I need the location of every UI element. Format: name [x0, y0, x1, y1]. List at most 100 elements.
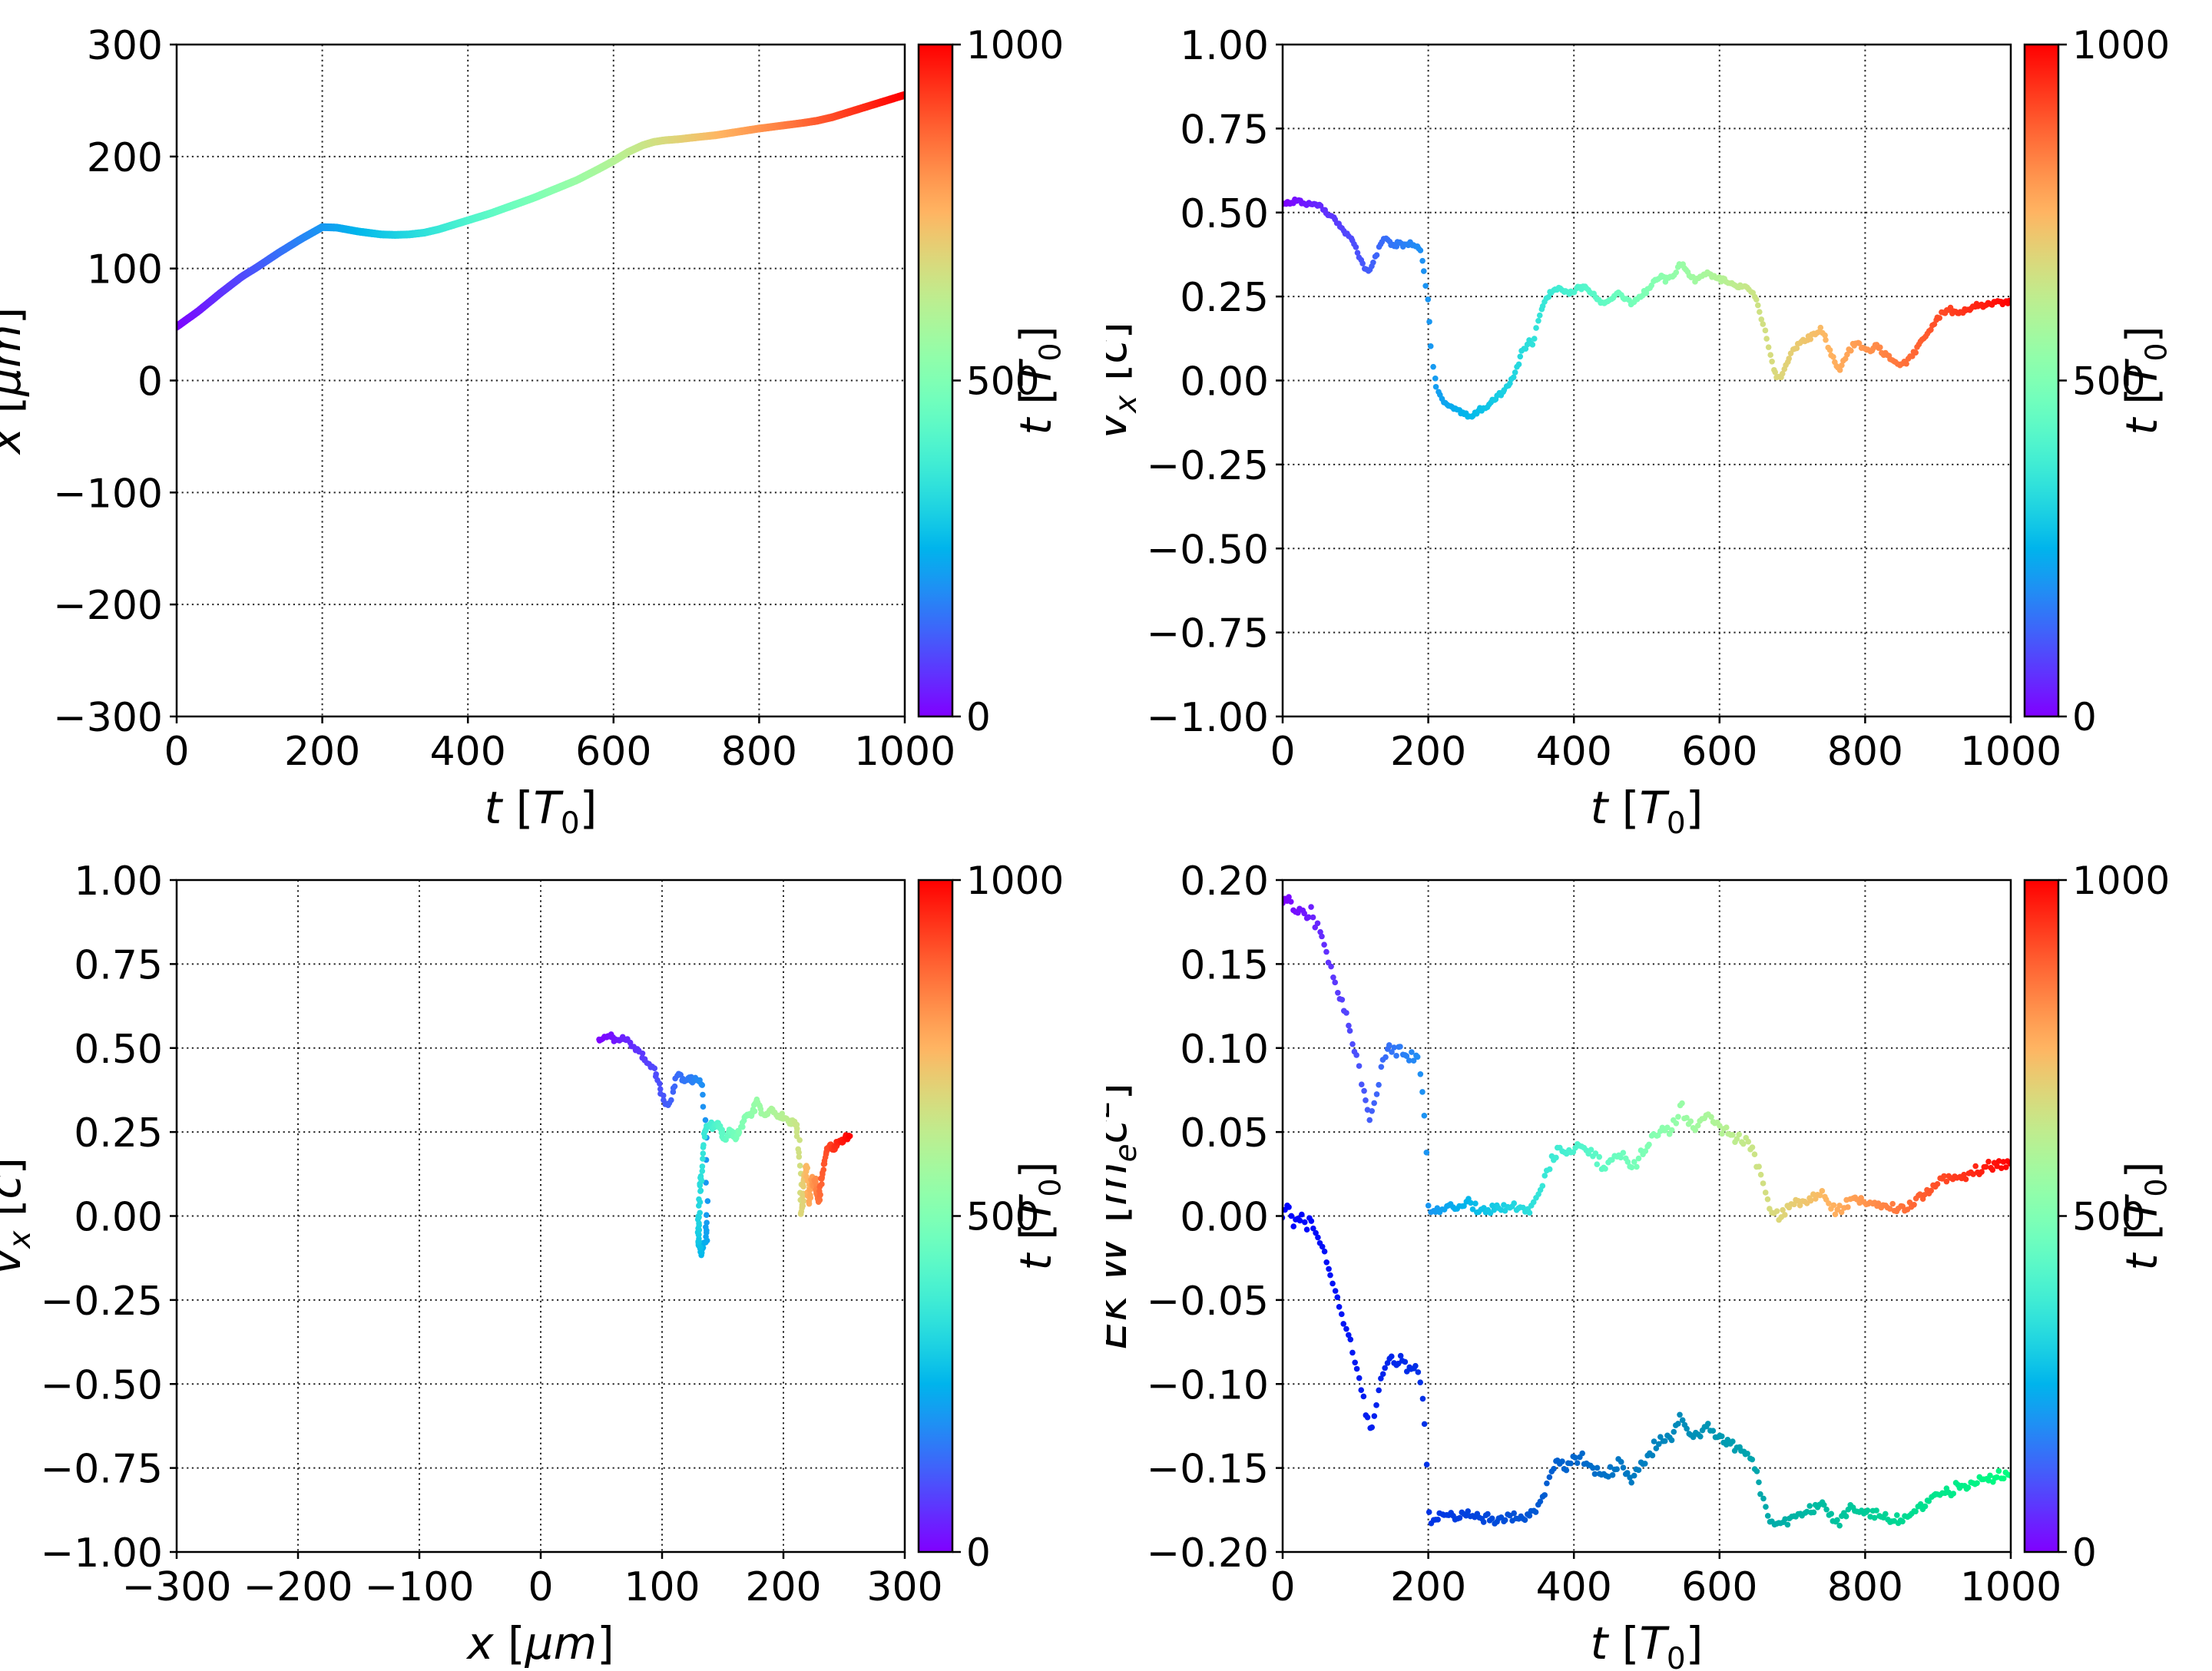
y-tick-label: −0.15: [1147, 1447, 1269, 1493]
x-tick-label: 300: [866, 1564, 942, 1610]
x-tick-label: 100: [624, 1564, 700, 1610]
x-tick-label: 800: [1827, 1564, 1903, 1610]
colorbar-tick-label: 0: [2072, 1530, 2097, 1575]
x-tick-label: 200: [745, 1564, 821, 1610]
data-points: [1283, 196, 2011, 420]
x-tick-label: 800: [1827, 729, 1903, 775]
subplot-x-vs-t: 0 200 400 600 800 10003002001000−100−200−300t…: [0, 23, 1067, 836]
y-tick-label: −0.75: [1147, 611, 1269, 657]
x-tick-label: −100: [365, 1564, 475, 1610]
y-tick-label: −0.50: [41, 1362, 163, 1408]
x-tick-label: 600: [1681, 729, 1757, 775]
colorbar: 0 500 1000: [2023, 859, 2170, 1575]
colorbar-tick-label: 0: [2072, 695, 2097, 740]
y-axis-label: vx [c]: [1106, 322, 1144, 439]
y-tick-labels: 1.00 0.75 0.50 0.25 0.00 −0.25 −0.50 −0.75 −1.00: [1147, 23, 1269, 741]
x-tick-label: 400: [1536, 729, 1612, 775]
colorbar-label: t [T0]: [2118, 1162, 2173, 1271]
x-axis-label: t [T0]: [1591, 782, 1704, 836]
y-tick-labels: 0.20 0.15 0.10 0.05 0.00 −0.05 −0.10 −0.15 −0.20: [1147, 859, 1269, 1577]
colorbar-tick-label: 500: [2072, 1195, 2145, 1239]
y-tick-label: 0.25: [74, 1110, 163, 1156]
x-tick-label: 0: [164, 729, 189, 775]
colorbar-label: t [T0]: [2118, 326, 2173, 435]
colorbar-tick-label: 1000: [966, 859, 1064, 903]
y-tick-label: 200: [87, 135, 163, 181]
x-axis-label: t [T0]: [1591, 1617, 1704, 1671]
y-tick-labels: 1.00 0.75 0.50 0.25 0.00 −0.25 −0.50 −0.75 −1.00: [41, 859, 163, 1577]
y-axis-label: x [μm]: [0, 307, 31, 455]
y-axis-label: Ek W [mec2]: [1106, 1083, 1144, 1349]
y-tick-label: 1.00: [74, 859, 163, 905]
subplot-vx-vs-t: 0 200 400 600 800 1000 1.00 0.75 0.50 0.25 0.00 −0.…: [1106, 23, 2173, 836]
y-tick-label: 1.00: [1180, 23, 1269, 69]
x-tick-label: 1000: [1960, 729, 2061, 775]
x-tick-label: 200: [284, 729, 360, 775]
x-tick-label: 1000: [854, 729, 955, 775]
x-axis-label: x [μm]: [465, 1617, 614, 1669]
axis-ticks: [1276, 879, 2012, 1559]
y-tick-label: 0.25: [1180, 275, 1269, 321]
x-tick-label: 1000: [1960, 1564, 2061, 1610]
axis-ticks: [170, 43, 906, 723]
x-tick-label: −200: [243, 1564, 353, 1610]
colorbar-tick-label: 500: [966, 1195, 1039, 1239]
x-tick-label: −300: [122, 1564, 232, 1610]
colorbar-tick-label: 500: [966, 359, 1039, 404]
y-tick-label: 0.75: [1180, 107, 1269, 153]
y-tick-label: −0.25: [1147, 443, 1269, 489]
x-tick-label: 0: [528, 1564, 553, 1610]
y-tick-label: −0.50: [1147, 527, 1269, 573]
y-tick-label: 0.50: [74, 1027, 163, 1073]
y-tick-label: −0.25: [41, 1279, 163, 1325]
grid: [177, 880, 905, 1552]
y-tick-label: 0.00: [1180, 1195, 1269, 1241]
x-axis-label: t [T0]: [485, 782, 598, 836]
x-tick-label: 600: [575, 729, 651, 775]
colorbar-gradient: [919, 880, 952, 1552]
grid: [1283, 880, 2011, 1552]
x-tick-labels: 0 200 400 600 800 1000: [1270, 1564, 2061, 1610]
y-tick-label: 0.10: [1180, 1027, 1269, 1073]
y-tick-label: 0.15: [1180, 942, 1269, 988]
x-tick-labels: −300 −200 −100 0 100 200 300: [122, 1564, 943, 1610]
colorbar-tick-label: 0: [966, 1530, 991, 1575]
y-tick-label: −200: [53, 583, 163, 629]
data-points: [596, 1031, 853, 1259]
colorbar: 0 500 1000: [917, 23, 1064, 740]
colorbar-gradient: [2025, 880, 2058, 1552]
y-tick-labels: 300 200 100 0 −100 −200 −300: [53, 23, 163, 741]
y-tick-label: −300: [53, 695, 163, 741]
y-tick-label: −1.00: [41, 1530, 163, 1577]
colorbar-tick-label: 1000: [966, 23, 1064, 68]
y-tick-label: 0.50: [1180, 191, 1269, 237]
x-tick-label: 400: [1536, 1564, 1612, 1610]
x-tick-label: 0: [1270, 729, 1295, 775]
colorbar: 0 500 1000: [2023, 23, 2170, 740]
grid: [177, 45, 905, 716]
y-tick-label: −0.10: [1147, 1362, 1269, 1408]
y-tick-label: −100: [53, 471, 163, 517]
subplot-vx-vs-x: −300 −200 −100 0 100 200 300 1.00 0.75 0.50 0.25 0.…: [0, 859, 1067, 1669]
data-points: [177, 91, 905, 331]
x-tick-label: 200: [1390, 729, 1466, 775]
y-tick-label: 0.00: [74, 1195, 163, 1241]
colorbar-gradient: [919, 45, 952, 716]
y-axis-label: vx [c]: [0, 1157, 38, 1275]
x-tick-label: 200: [1390, 1564, 1466, 1610]
colorbar-label: t [T0]: [1012, 326, 1067, 435]
axis-ticks: [1276, 43, 2012, 723]
colorbar-tick-label: 1000: [2072, 23, 2170, 68]
colorbar-label: t [T0]: [1012, 1162, 1067, 1271]
y-tick-label: 0.75: [74, 942, 163, 988]
x-tick-label: 0: [1270, 1564, 1295, 1610]
y-tick-label: 0.00: [1180, 359, 1269, 405]
axis-ticks: [170, 879, 906, 1559]
series-Ek: [1283, 894, 2011, 1223]
x-tick-label: 400: [430, 729, 506, 775]
x-tick-labels: 0 200 400 600 800 1000: [1270, 729, 2061, 775]
y-tick-label: −0.75: [41, 1447, 163, 1493]
y-tick-label: 0.05: [1180, 1110, 1269, 1156]
y-tick-label: −1.00: [1147, 695, 1269, 741]
